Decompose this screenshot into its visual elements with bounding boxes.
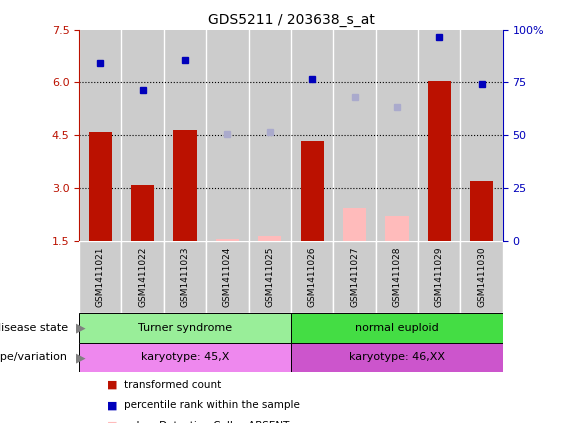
Bar [79, 343, 291, 372]
Text: value, Detection Call = ABSENT: value, Detection Call = ABSENT [124, 420, 290, 423]
Bar [343, 208, 366, 241]
Bar [418, 30, 460, 241]
Bar [79, 241, 121, 313]
Text: percentile rank within the sample: percentile rank within the sample [124, 400, 300, 410]
Bar [291, 241, 333, 313]
Bar [131, 185, 154, 241]
Bar [164, 30, 206, 241]
Bar [418, 241, 460, 313]
Text: GSM1411025: GSM1411025 [266, 247, 274, 308]
Bar [291, 313, 503, 343]
Text: GSM1411021: GSM1411021 [96, 247, 105, 308]
Bar [333, 30, 376, 241]
Text: karyotype: 46,XX: karyotype: 46,XX [349, 352, 445, 363]
Bar [301, 141, 324, 241]
Bar [291, 343, 503, 372]
Text: Turner syndrome: Turner syndrome [138, 323, 232, 333]
Bar [89, 132, 112, 241]
Text: GSM1411024: GSM1411024 [223, 247, 232, 307]
Bar [79, 30, 121, 241]
Bar [164, 241, 206, 313]
Text: GSM1411029: GSM1411029 [435, 247, 444, 308]
Text: transformed count: transformed count [124, 380, 221, 390]
Text: ■: ■ [107, 380, 118, 390]
Text: GSM1411027: GSM1411027 [350, 247, 359, 308]
Text: ■: ■ [107, 420, 118, 423]
Bar [428, 81, 451, 241]
Bar [79, 313, 291, 343]
Text: ■: ■ [107, 400, 118, 410]
Bar [206, 30, 249, 241]
Bar [121, 241, 164, 313]
Bar [206, 241, 249, 313]
Bar [173, 130, 197, 241]
Text: GSM1411030: GSM1411030 [477, 247, 486, 308]
Bar [333, 241, 376, 313]
Title: GDS5211 / 203638_s_at: GDS5211 / 203638_s_at [207, 13, 375, 27]
Text: GSM1411022: GSM1411022 [138, 247, 147, 307]
Bar [376, 241, 418, 313]
Bar [249, 241, 291, 313]
Bar [258, 236, 281, 241]
Text: GSM1411026: GSM1411026 [308, 247, 316, 308]
Bar [460, 30, 503, 241]
Text: ▶: ▶ [76, 321, 86, 334]
Text: GSM1411028: GSM1411028 [393, 247, 401, 308]
Bar [460, 241, 503, 313]
Text: genotype/variation: genotype/variation [0, 352, 68, 363]
Text: karyotype: 45,X: karyotype: 45,X [141, 352, 229, 363]
Bar [249, 30, 291, 241]
Bar [470, 181, 493, 241]
Bar [376, 30, 418, 241]
Bar [385, 217, 408, 241]
Bar [291, 30, 333, 241]
Text: disease state: disease state [0, 323, 68, 333]
Text: normal euploid: normal euploid [355, 323, 439, 333]
Bar [216, 239, 239, 241]
Text: GSM1411023: GSM1411023 [181, 247, 189, 308]
Text: ▶: ▶ [76, 351, 86, 364]
Bar [121, 30, 164, 241]
